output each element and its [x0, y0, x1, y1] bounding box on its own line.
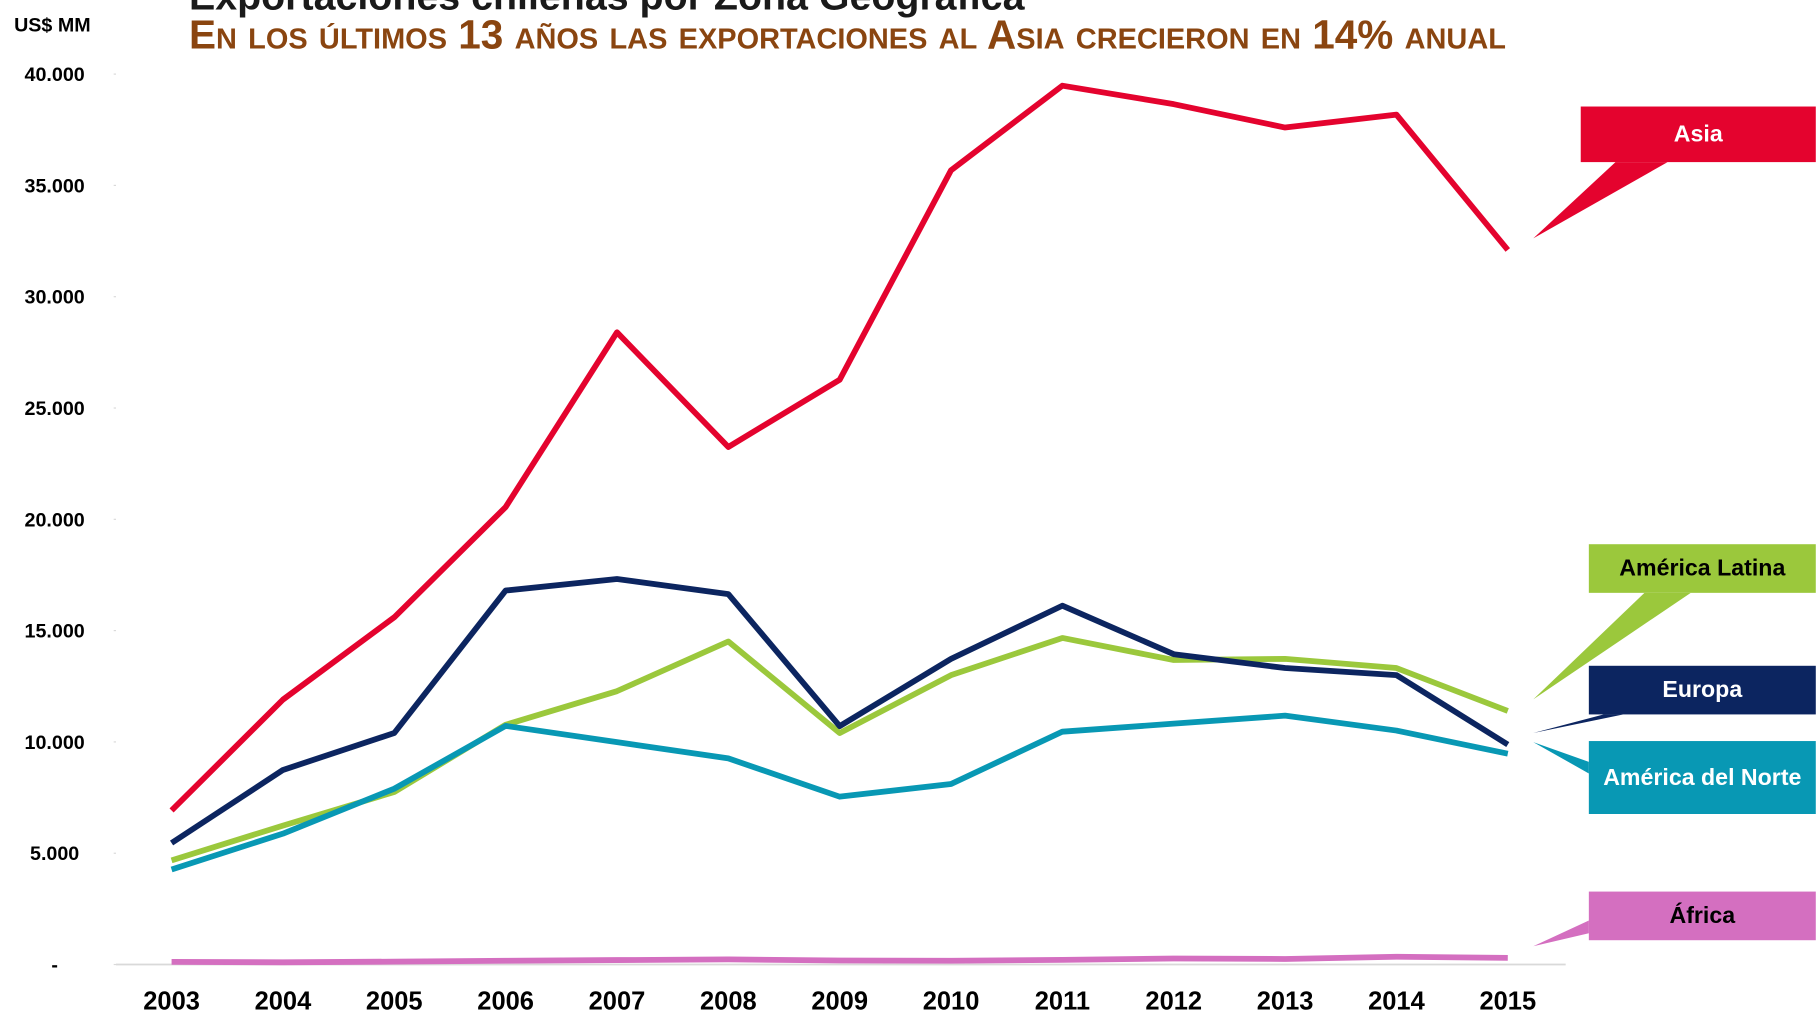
- legend-box: [1588, 544, 1816, 593]
- series-line: [169, 82, 1511, 813]
- legend-box: [1580, 106, 1816, 163]
- x-tick-label: 2014: [1368, 988, 1425, 1012]
- x-tick-label: 2007: [589, 988, 646, 1012]
- y-tick-label: 10.000: [25, 732, 85, 754]
- x-tick-label: 2011: [1035, 988, 1090, 1012]
- x-tick-label: 2013: [1257, 988, 1314, 1012]
- y-tick-label: -: [51, 954, 58, 976]
- y-tick-label: 20.000: [25, 509, 85, 531]
- legend-pointer: [1533, 920, 1589, 947]
- legend-label-box: Asia: [1673, 121, 1723, 148]
- y-tick-label: 5.000: [30, 843, 79, 865]
- legend-label: América del Norte: [1603, 764, 1802, 791]
- y-tick-label: 15.000: [25, 621, 85, 643]
- chart-subtitle: En los últimos 13 años las exportaciones…: [188, 13, 1506, 58]
- legend-pointer: [1533, 742, 1589, 774]
- y-tick-label: 35.000: [25, 175, 85, 197]
- legend-label: América Latina: [1619, 555, 1786, 582]
- legend-pointer: [1533, 162, 1668, 239]
- x-tick-label: 2015: [1479, 988, 1536, 1012]
- legend-box: [1588, 741, 1816, 814]
- legend-label: Europa: [1662, 677, 1743, 703]
- legend-pointer: [1533, 714, 1624, 734]
- series-line: [170, 635, 1509, 864]
- series-line: [170, 712, 1509, 873]
- x-tick-label: 2009: [811, 988, 868, 1012]
- series-line: [171, 953, 1508, 966]
- legend-label-box: África: [1669, 903, 1736, 929]
- series-line: [169, 576, 1510, 846]
- legend-label: África: [1669, 903, 1736, 929]
- x-tick-label: 2006: [477, 988, 534, 1012]
- chart-title: Exportaciones chilenas por Zona Geográfi…: [189, 0, 1026, 18]
- x-tick-label: 2010: [923, 988, 980, 1012]
- legend-label: Asia: [1673, 121, 1723, 148]
- x-tick-label: 2003: [143, 988, 200, 1012]
- y-axis-label: US$ MM: [14, 14, 91, 36]
- legend-box: [1588, 891, 1816, 941]
- legend-pointer: [1533, 592, 1691, 700]
- x-tick-label: 2012: [1145, 988, 1202, 1012]
- y-tick-label: 25.000: [25, 398, 85, 420]
- legend-box: [1588, 665, 1816, 715]
- x-tick-label: 2004: [255, 988, 312, 1012]
- x-tick-label: 2008: [700, 988, 757, 1012]
- x-tick-label: 2005: [366, 988, 423, 1012]
- legend-label-box: América del Norte: [1603, 764, 1802, 791]
- subtitle-box: En los últimos 13 años las exportaciones…: [188, 13, 1506, 58]
- legend-label-box: Europa: [1662, 677, 1743, 703]
- legend-label-box: América Latina: [1619, 555, 1786, 582]
- y-tick-label: 40.000: [25, 64, 85, 86]
- y-tick-label: 30.000: [25, 287, 85, 309]
